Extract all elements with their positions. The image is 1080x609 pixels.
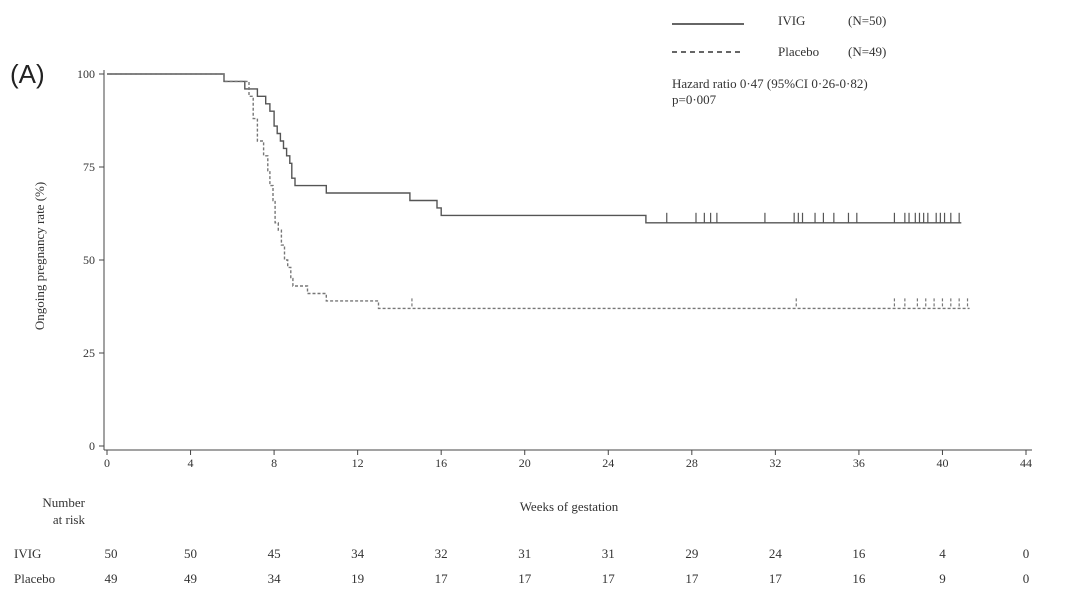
risk-value-ivig: 32 xyxy=(435,546,448,561)
risk-value-placebo: 9 xyxy=(939,571,946,586)
risk-value-placebo: 17 xyxy=(518,571,532,586)
x-tick-label: 36 xyxy=(853,456,865,470)
legend-n-ivig: (N=50) xyxy=(848,13,886,28)
x-tick-label: 4 xyxy=(188,456,194,470)
x-tick-label: 0 xyxy=(104,456,110,470)
y-tick-label: 25 xyxy=(83,346,95,360)
hazard-ratio-text: Hazard ratio 0·47 (95%CI 0·26-0·82) xyxy=(672,76,868,91)
risk-value-placebo: 34 xyxy=(268,571,282,586)
series-line-placebo xyxy=(107,73,970,310)
p-value-text: p=0·007 xyxy=(672,92,717,107)
risk-table: IVIG 50 50 45 34 32 31 31 29 24 16 4 0 Placebo 49 49 34 1… xyxy=(14,546,1029,586)
risk-value-ivig: 31 xyxy=(518,546,531,561)
risk-row-label-placebo: Placebo xyxy=(14,571,55,586)
panel-label: (A) xyxy=(10,59,45,89)
risk-value-ivig: 34 xyxy=(351,546,365,561)
y-tick-label: 100 xyxy=(77,67,95,81)
risk-value-placebo: 17 xyxy=(602,571,616,586)
risk-value-ivig: 45 xyxy=(268,546,281,561)
risk-value-ivig: 4 xyxy=(939,546,946,561)
axes: 0 25 50 75 100 0 4 8 12 16 20 24 28 32 36 40 44 xyxy=(77,67,1032,470)
x-tick-label: 8 xyxy=(271,456,277,470)
risk-value-ivig: 0 xyxy=(1023,546,1030,561)
risk-value-placebo: 17 xyxy=(435,571,449,586)
risk-value-placebo: 16 xyxy=(852,571,866,586)
risk-value-ivig: 50 xyxy=(105,546,118,561)
x-tick-label: 16 xyxy=(435,456,447,470)
x-tick-label: 32 xyxy=(769,456,781,470)
risk-value-placebo: 49 xyxy=(184,571,197,586)
x-tick-label: 44 xyxy=(1020,456,1032,470)
x-tick-label: 24 xyxy=(602,456,614,470)
risk-value-placebo: 49 xyxy=(105,571,118,586)
legend-n-placebo: (N=49) xyxy=(848,44,886,59)
risk-table-title-2: at risk xyxy=(53,512,86,527)
x-tick-label: 40 xyxy=(936,456,948,470)
y-axis-label: Ongoing pregnancy rate (%) xyxy=(32,182,47,330)
risk-value-placebo: 17 xyxy=(685,571,699,586)
risk-value-placebo: 19 xyxy=(351,571,364,586)
y-tick-label: 0 xyxy=(89,439,95,453)
risk-value-ivig: 50 xyxy=(184,546,197,561)
series-line-ivig xyxy=(107,73,962,224)
risk-table-title-1: Number xyxy=(42,495,85,510)
risk-value-ivig: 31 xyxy=(602,546,615,561)
series-group xyxy=(107,73,970,310)
risk-value-ivig: 24 xyxy=(769,546,783,561)
legend: IVIG (N=50) Placebo (N=49) xyxy=(672,13,886,59)
x-tick-label: 12 xyxy=(352,456,364,470)
legend-label-placebo: Placebo xyxy=(778,44,819,59)
x-tick-label: 28 xyxy=(686,456,698,470)
y-tick-label: 50 xyxy=(83,253,95,267)
risk-value-ivig: 29 xyxy=(685,546,698,561)
risk-value-placebo: 0 xyxy=(1023,571,1030,586)
risk-row-label-ivig: IVIG xyxy=(14,546,41,561)
legend-label-ivig: IVIG xyxy=(778,13,805,28)
risk-value-placebo: 17 xyxy=(769,571,783,586)
x-tick-label: 20 xyxy=(519,456,531,470)
risk-value-ivig: 16 xyxy=(852,546,866,561)
x-axis-label: Weeks of gestation xyxy=(520,499,619,514)
y-tick-label: 75 xyxy=(83,160,95,174)
